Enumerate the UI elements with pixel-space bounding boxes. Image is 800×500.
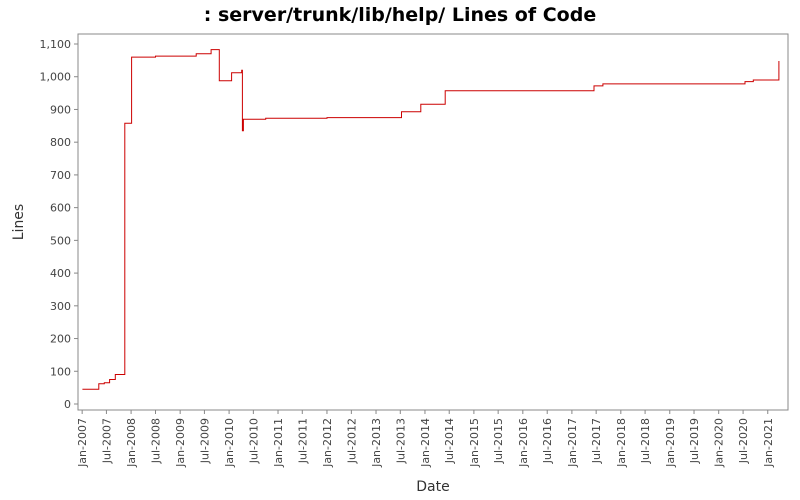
lines-of-code-series [82,49,780,390]
x-tick-label: Jul-2011 [296,418,309,464]
y-axis-title: Lines [11,204,27,240]
y-tick-label: 100 [50,365,71,378]
chart-title: : server/trunk/lib/help/ Lines of Code [204,4,596,26]
x-tick-label: Jul-2017 [590,418,603,464]
y-tick-label: 0 [64,398,71,411]
x-tick-label: Jul-2020 [737,418,750,464]
x-tick-label: Jan-2014 [419,418,432,468]
x-tick-label: Jan-2018 [615,418,628,468]
y-tick-label: 600 [50,202,71,215]
plot-area [77,33,789,411]
x-axis-title: Date [416,479,449,495]
x-tick-label: Jul-2016 [541,418,554,464]
x-tick-label: Jan-2015 [468,418,481,468]
y-tick-label: 700 [50,169,71,182]
y-tick-label: 400 [50,267,71,280]
x-tick-label: Jan-2010 [223,418,236,468]
x-tick-label: Jul-2009 [198,418,211,464]
x-tick-label: Jul-2008 [149,418,162,464]
x-tick-label: Jul-2007 [100,418,113,464]
x-tick-label: Jan-2011 [272,418,285,468]
x-tick-label: Jan-2021 [762,418,775,468]
x-tick-label: Jan-2013 [370,418,383,468]
x-tick-label: Jan-2008 [125,418,138,468]
x-tick-label: Jul-2010 [247,418,260,464]
x-tick-label: Jan-2007 [76,418,89,468]
x-tick-label: Jan-2017 [566,418,579,468]
x-tick-label: Jul-2018 [639,418,652,464]
x-tick-label: Jul-2014 [443,418,456,464]
y-tick-label: 800 [50,136,71,149]
x-tick-label: Jan-2019 [664,418,677,468]
y-tick-label: 900 [50,103,71,116]
x-axis: Jan-2007 Jul-2007 Jan-2008 Jul-2008 Jan-2009… [76,410,775,468]
x-tick-label: Jul-2019 [688,418,701,464]
x-tick-label: Jul-2013 [394,418,407,464]
x-tick-label: Jan-2009 [174,418,187,468]
y-tick-label: 1,000 [40,71,72,84]
x-tick-label: Jan-2020 [713,418,726,468]
y-axis: 0 100 200 300 400 500 600 700 800 900 1,000 1,100 [40,38,78,411]
x-tick-label: Jan-2016 [517,418,530,468]
y-tick-label: 500 [50,234,71,247]
y-tick-label: 200 [50,333,71,346]
x-tick-label: Jul-2012 [345,418,358,464]
x-tick-label: Jul-2015 [492,418,505,464]
y-tick-label: 1,100 [40,38,72,51]
x-tick-label: Jan-2012 [321,418,334,468]
y-tick-label: 300 [50,300,71,313]
